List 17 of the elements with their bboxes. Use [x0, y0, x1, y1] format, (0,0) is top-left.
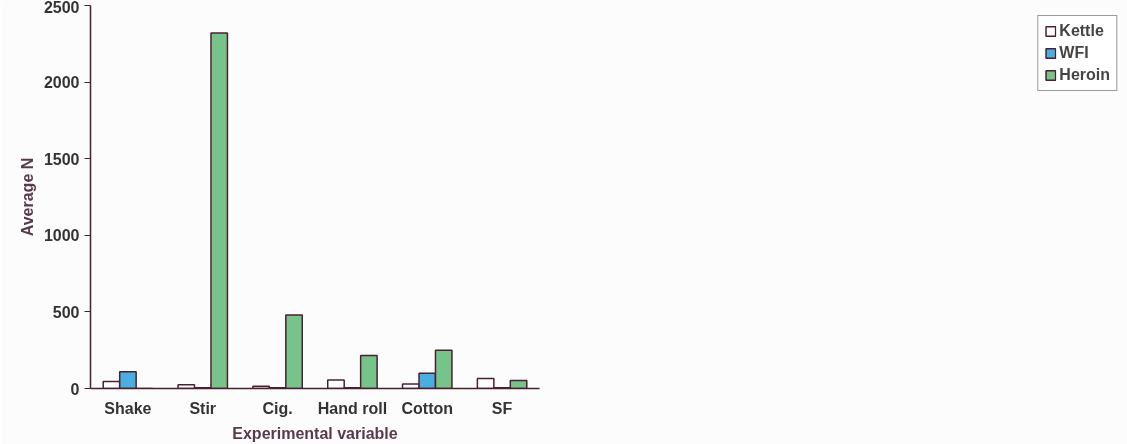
y-tick-label: 2500 [43, 0, 80, 16]
x-tick-label: Stir [189, 399, 217, 417]
x-axis-title: Experimental variable [232, 424, 398, 442]
y-tick-label: 500 [52, 303, 80, 321]
x-tick-label: Cig. [262, 399, 293, 417]
x-tick-label: Shake [104, 399, 152, 417]
legend-label: Kettle [1059, 22, 1104, 40]
y-tick-label: 2000 [43, 74, 80, 92]
y-axis-title: Average N [18, 157, 36, 237]
legend-label: WFI [1059, 44, 1089, 62]
x-tick-label: SF [491, 399, 513, 417]
y-tick-label: 0 [70, 380, 80, 398]
x-tick-label: Hand roll [317, 399, 388, 417]
x-tick-label: Cotton [401, 399, 454, 417]
y-tick-label: 1000 [43, 227, 80, 245]
legend-label: Heroin [1059, 66, 1110, 84]
y-tick-label: 1500 [43, 150, 80, 168]
